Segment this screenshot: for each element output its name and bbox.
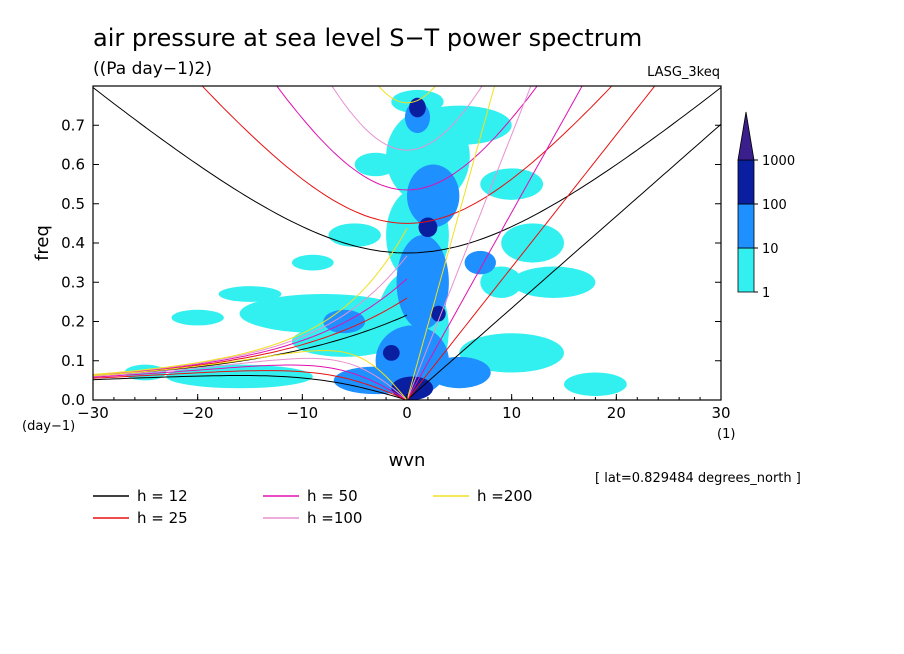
heatmap-layer bbox=[124, 89, 627, 400]
colorbar-label: 1000 bbox=[762, 154, 795, 169]
y-tick-label: 0.6 bbox=[61, 156, 85, 174]
contour-blob-10-7 bbox=[464, 250, 496, 275]
dispersion-curves bbox=[93, 86, 721, 400]
legend-label: h = 12 bbox=[137, 487, 188, 505]
curve-rossby-4 bbox=[93, 349, 408, 400]
contour-blob-1-17 bbox=[480, 266, 523, 298]
y-axis-label: freq bbox=[32, 225, 53, 261]
contour-blob-1-3 bbox=[239, 294, 407, 334]
contour-blob-100-3 bbox=[382, 345, 400, 361]
y-tick-label: 0.3 bbox=[61, 273, 85, 291]
colorbar-label: 1 bbox=[762, 286, 770, 301]
curve-kelvin-1 bbox=[406, 86, 656, 400]
contour-blob-10-2 bbox=[407, 164, 460, 228]
x-tick-label: 20 bbox=[607, 404, 626, 422]
curve-kelvin-4 bbox=[406, 86, 496, 400]
y-tick-label: 0.1 bbox=[61, 352, 85, 370]
y-axis: 0.0 0.1 0.2 0.3 0.4 0.5 0.6 0.7 bbox=[61, 116, 721, 409]
contour-blob-10-5 bbox=[427, 356, 491, 389]
x-unit-label: (1) bbox=[717, 427, 735, 442]
colorbar-extend-triangle bbox=[737, 111, 755, 161]
y-tick-label: 0.2 bbox=[61, 313, 85, 331]
colorbar-segment bbox=[737, 159, 755, 205]
legend-label: h =200 bbox=[477, 487, 532, 505]
colorbar-segment bbox=[737, 203, 755, 249]
chart-title: air pressure at sea level S−T power spec… bbox=[93, 24, 642, 52]
legend-label: h = 50 bbox=[307, 487, 358, 505]
curve-ig-3 bbox=[331, 86, 483, 151]
colorbar-label: 10 bbox=[762, 242, 779, 257]
colorbar-segment bbox=[737, 247, 755, 293]
x-axis: −30 −20 −10 0 10 20 30 bbox=[77, 394, 731, 422]
chart-subtitle: ((Pa day−1)2) bbox=[93, 59, 212, 79]
y-tick-label: 0.5 bbox=[61, 195, 85, 213]
contour-blob-1-12 bbox=[407, 105, 512, 145]
x-tick-label: 0 bbox=[402, 404, 412, 422]
curve-ig-0 bbox=[93, 87, 721, 254]
x-tick-label: −10 bbox=[287, 404, 319, 422]
curve-mrg-4 bbox=[93, 228, 408, 375]
y-tick-label: 0.0 bbox=[61, 391, 85, 409]
y-tick-label: 0.7 bbox=[61, 116, 85, 134]
colorbar-label: 100 bbox=[762, 198, 787, 213]
x-tick-label: −20 bbox=[182, 404, 214, 422]
curve-ig-1 bbox=[201, 86, 613, 224]
model-label: LASG_3keq bbox=[647, 65, 720, 80]
latitude-annotation: [ lat=0.829484 degrees_north ] bbox=[595, 471, 801, 486]
legend-label: h = 25 bbox=[137, 509, 188, 527]
contour-blob-100-1 bbox=[409, 97, 426, 118]
contour-blob-1-19 bbox=[354, 152, 397, 177]
curve-rossby-0 bbox=[93, 375, 408, 400]
contour-blob-1-15 bbox=[564, 372, 627, 397]
curve-rossby-1 bbox=[93, 370, 408, 400]
curve-rossby-2 bbox=[93, 364, 408, 400]
curve-ig-2 bbox=[276, 86, 538, 191]
contour-blob-1-14 bbox=[291, 254, 334, 271]
y-unit-label: (day−1) bbox=[22, 419, 75, 434]
contour-blob-1-7 bbox=[501, 223, 564, 263]
colorbar: 1 10 100 1000 bbox=[737, 111, 795, 301]
legend: h = 12 h = 25 h = 50 h =100 h =200 bbox=[93, 487, 532, 527]
contour-blob-1-11 bbox=[480, 168, 544, 200]
contour-blob-10-1 bbox=[396, 235, 449, 330]
curve-kelvin-3 bbox=[406, 86, 532, 400]
x-tick-label: 30 bbox=[711, 404, 730, 422]
x-tick-label: −30 bbox=[77, 404, 109, 422]
x-tick-label: 10 bbox=[502, 404, 521, 422]
x-axis-label: wvn bbox=[389, 450, 426, 471]
contour-blob-1-13 bbox=[328, 223, 381, 247]
legend-label: h =100 bbox=[307, 509, 362, 527]
curve-kelvin-0 bbox=[406, 123, 721, 400]
curve-rossby-3 bbox=[93, 357, 408, 400]
curve-ig-4 bbox=[378, 86, 436, 104]
curve-kelvin-2 bbox=[406, 86, 583, 400]
contour-blob-1-5 bbox=[291, 325, 397, 357]
contour-blob-1-9 bbox=[171, 309, 224, 326]
y-tick-label: 0.4 bbox=[61, 234, 85, 252]
contour-blob-1-6 bbox=[459, 333, 564, 373]
contour-blob-1-8 bbox=[218, 286, 282, 302]
